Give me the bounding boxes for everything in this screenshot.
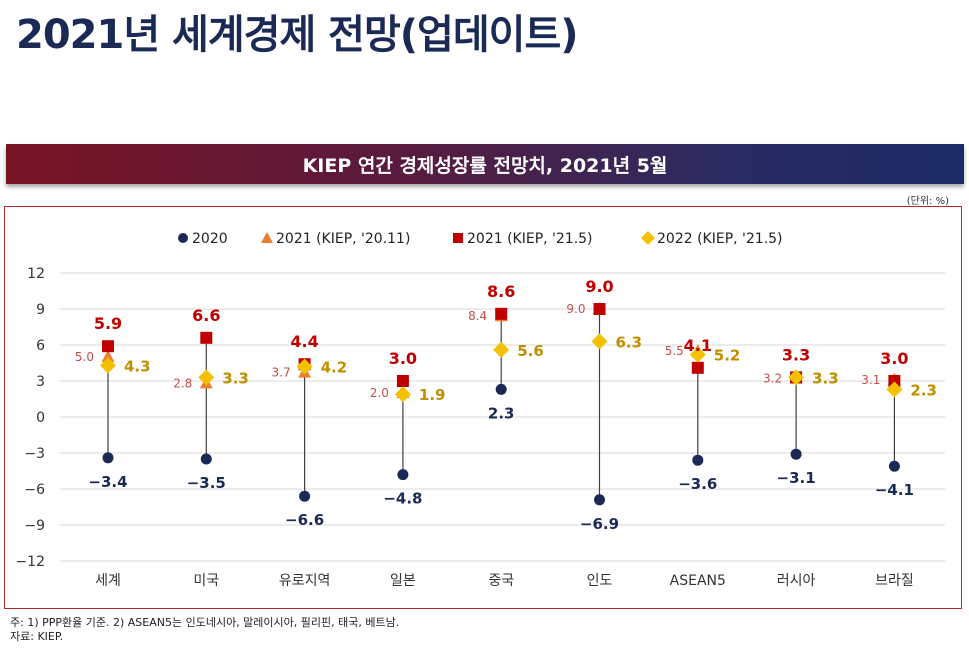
point-2020	[594, 494, 605, 506]
data-label-2021-new: 8.6	[487, 282, 515, 301]
point-2022	[296, 358, 313, 375]
data-label-2021-prev: 3.2	[763, 372, 782, 386]
y-tick-label: −6	[24, 482, 45, 498]
unit-label: (단위: %)	[906, 196, 949, 207]
data-label-2020: −6.9	[580, 515, 619, 533]
data-label-2021-new: 9.0	[585, 277, 613, 296]
data-label-2021-prev: 3.7	[272, 366, 291, 380]
point-2020	[790, 448, 802, 460]
point-2021-new	[495, 307, 508, 320]
data-label-2020: −4.8	[383, 490, 422, 508]
data-label-2020: 2.3	[488, 404, 515, 422]
point-2022	[591, 333, 608, 350]
footnote-note: 주: 1) PPP환율 기준. 2) ASEAN5는 인도네시아, 말레이시아,…	[10, 616, 400, 629]
point-2021-new	[691, 361, 704, 374]
point-2022	[788, 369, 805, 386]
y-tick-label: −9	[24, 518, 45, 534]
legend-marker-2021-new	[453, 233, 463, 243]
y-tick-label: 6	[36, 338, 45, 354]
x-category-label: 유로지역	[279, 573, 331, 589]
data-label-2021-new: 3.0	[880, 349, 908, 368]
data-label-2022: 5.6	[517, 342, 544, 360]
x-category-label: 러시아	[777, 573, 816, 589]
point-2022	[394, 386, 411, 403]
point-2021-new	[200, 331, 213, 344]
page-title: 2021년 세계경제 전망(업데이트)	[16, 12, 579, 58]
data-label-2021-prev: 8.4	[468, 309, 487, 323]
data-label-2020: −3.6	[678, 475, 717, 493]
data-label-2022: 6.3	[616, 333, 643, 351]
point-2020	[299, 490, 311, 502]
data-label-2022: 1.9	[419, 386, 446, 404]
legend-label: 2021 (KIEP, '21.5)	[467, 231, 593, 247]
growth-forecast-chart: 12 9 6 3 0 −3 −6 −9 −12 세계 미국 유로지역 일본 중국 인도 ASEAN5 러시아 브라…	[15, 231, 945, 589]
point-2022	[689, 346, 706, 363]
point-2022	[100, 357, 116, 374]
point-2022	[886, 381, 903, 398]
data-label-2021-new: 3.3	[782, 345, 810, 364]
point-2020	[692, 454, 704, 466]
data-label-2021-new: 4.1	[684, 336, 712, 355]
x-category-label: 중국	[488, 573, 514, 589]
point-2022	[198, 369, 215, 386]
point-2020	[102, 452, 114, 464]
data-label-2022: 4.2	[321, 359, 348, 377]
data-label-2021-new: 5.9	[94, 314, 122, 333]
data-label-2020: −3.1	[777, 469, 816, 487]
legend-label: 2021 (KIEP, '20.11)	[276, 231, 410, 247]
chart-title: KIEP 연간 경제성장률 전망치, 2021년 5월	[302, 154, 668, 177]
footnote: 주: 1) PPP환율 기준. 2) ASEAN5는 인도네시아, 말레이시아,…	[10, 616, 399, 644]
data-label-2022: 5.2	[714, 347, 741, 365]
data-label-2021-new: 6.6	[192, 306, 220, 325]
legend-label: 2022 (KIEP, '21.5)	[657, 231, 783, 247]
data-label-2022: 3.3	[812, 369, 839, 387]
data-label-2020: −6.6	[285, 511, 324, 529]
x-category-label: 브라질	[875, 573, 914, 589]
y-tick-label: 3	[36, 374, 45, 390]
legend-marker-2020	[178, 233, 188, 243]
data-label-2021-prev: 5.5	[665, 344, 684, 358]
chart-title-banner: KIEP 연간 경제성장률 전망치, 2021년 5월	[6, 144, 964, 184]
legend-label: 2020	[192, 231, 228, 247]
point-2022	[493, 341, 510, 358]
point-2020	[200, 453, 212, 465]
data-label-2020: −3.4	[88, 473, 127, 491]
data-label-2021-prev: 3.1	[861, 373, 880, 387]
data-label-2021-prev: 9.0	[566, 302, 585, 316]
x-category-label: ASEAN5	[670, 573, 726, 589]
point-2021-new	[396, 375, 409, 387]
data-label-2020: −4.1	[875, 481, 914, 499]
footnote-source: 자료: KIEP.	[10, 630, 64, 643]
point-2020	[888, 460, 900, 472]
legend-marker-2022	[641, 231, 655, 245]
point-2021-new	[102, 340, 114, 353]
point-2021-new	[888, 375, 901, 387]
x-category-label: 인도	[587, 573, 613, 589]
point-2020	[397, 469, 409, 481]
x-category-label: 세계	[95, 573, 121, 589]
chart-frame: 12 9 6 3 0 −3 −6 −9 −12 세계 미국 유로지역 일본 중국 인도 ASEAN5 러시아 브라…	[4, 206, 962, 609]
y-tick-label: 0	[36, 410, 45, 426]
x-category-label: 일본	[390, 573, 416, 589]
data-label-2020: −3.5	[187, 474, 226, 492]
data-label-2022: 2.3	[910, 381, 937, 399]
y-tick-label: −12	[15, 554, 45, 570]
data-label-2022: 4.3	[124, 357, 151, 375]
y-tick-label: −3	[24, 446, 45, 462]
data-label-2021-new: 3.0	[389, 349, 417, 368]
point-2021-prev	[101, 350, 115, 362]
y-tick-label: 12	[27, 266, 45, 282]
data-label-2022: 3.3	[222, 369, 249, 387]
point-2020	[495, 383, 507, 395]
y-tick-label: 9	[36, 302, 45, 318]
data-label-2021-prev: 2.0	[370, 386, 389, 400]
legend-marker-2021-prev	[261, 232, 273, 243]
data-label-2021-prev: 2.8	[173, 376, 192, 390]
x-category-label: 미국	[193, 573, 219, 589]
point-2021-new	[593, 303, 606, 315]
data-label-2021-prev: 5.0	[75, 350, 94, 364]
data-label-2021-new: 4.4	[290, 332, 318, 351]
